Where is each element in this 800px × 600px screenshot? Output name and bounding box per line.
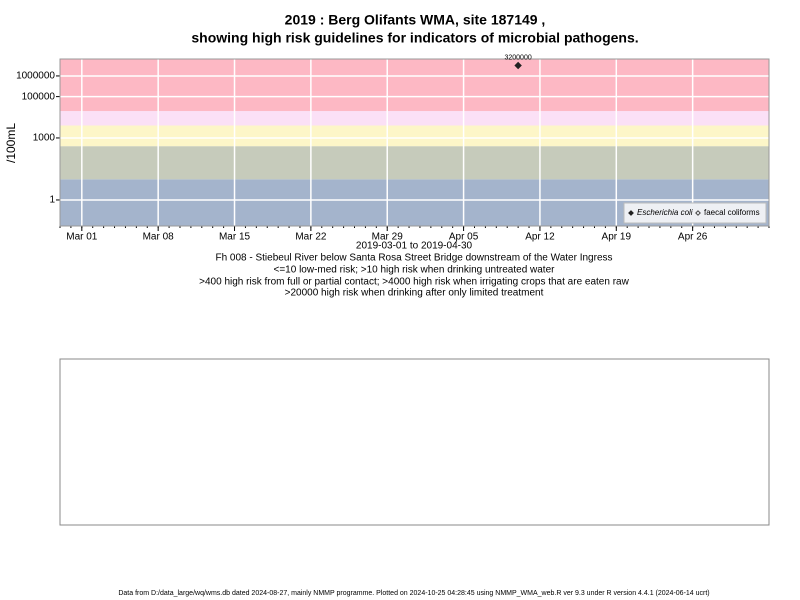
chart-subtitle: showing high risk guidelines for indicat… [191,30,638,46]
point [514,61,522,70]
x-tick-label: Apr 05 [449,232,479,243]
empty-panel [59,358,770,526]
x-tick-label: Apr 19 [602,232,632,243]
note: <=10 low-med risk; >10 high risk when dr… [274,265,556,276]
x-axis-label: 2019-03-01 to 2019-04-30 [356,241,473,252]
risk-band [60,111,769,126]
x-tick-label: Mar 29 [372,232,404,243]
data-label: 3200000 [504,54,531,61]
risk-band [60,59,769,112]
risk-band [60,125,769,147]
y-tick-label: 1000 [33,133,56,144]
x-tick-label: Mar 01 [66,232,98,243]
x-tick-label: Mar 15 [219,232,251,243]
y-tick-label: 100000 [22,91,56,102]
legend-label: faecal coliforms [704,208,760,217]
note: >400 high risk from full or partial cont… [199,277,629,288]
plot-frame [59,58,770,227]
x-tick-label: Apr 12 [525,232,555,243]
footer: Data from D:/data_large/wq/wms.db dated … [118,590,709,597]
legend-label: Escherichia coli [637,208,693,217]
chart-title: 2019 : Berg Olifants WMA, site 187149 , [285,12,546,28]
x-tick-label: Apr 26 [678,232,708,243]
y-tick-label: 1000000 [16,71,55,82]
note: Fh 008 - Stiebeul River below Santa Rosa… [215,253,612,264]
x-tick-label: Mar 08 [143,232,175,243]
y-axis-label: /100mL [4,123,18,163]
legend-box [623,202,767,224]
legend-marker [695,210,701,216]
risk-band [60,146,769,180]
note: >20000 high risk when drinking after onl… [285,288,544,299]
legend-marker [628,210,634,216]
y-tick-label: 1 [49,195,55,206]
x-tick-label: Mar 22 [295,232,327,243]
